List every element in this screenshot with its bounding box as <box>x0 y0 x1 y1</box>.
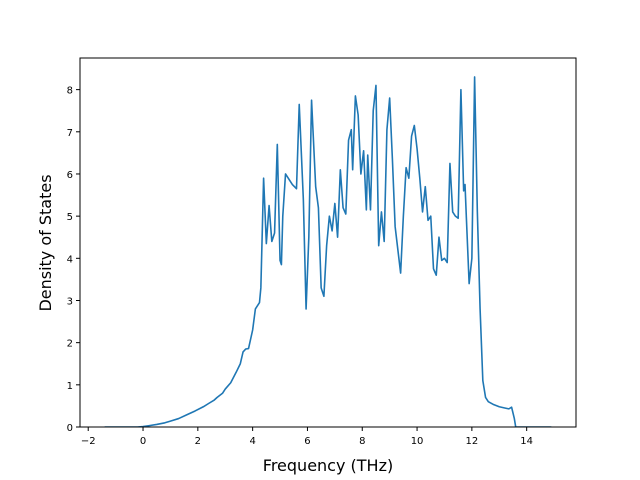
x-tick-label: 2 <box>195 436 201 447</box>
y-tick-label: 3 <box>67 296 73 307</box>
y-tick-label: 6 <box>67 170 73 181</box>
y-tick-label: 1 <box>67 381 73 392</box>
y-tick-label: 8 <box>67 86 73 97</box>
y-axis-label: Density of States <box>36 174 55 311</box>
x-tick-label: 4 <box>249 436 255 447</box>
y-tick-label: 2 <box>67 339 73 350</box>
x-tick-label: 10 <box>411 436 424 447</box>
y-tick-label: 7 <box>67 128 73 139</box>
x-tick-label: 6 <box>304 436 310 447</box>
x-tick-label: 12 <box>466 436 479 447</box>
series-line-0 <box>104 76 552 427</box>
x-tick-label: −2 <box>81 436 96 447</box>
x-tick-label: 14 <box>520 436 533 447</box>
y-tick-label: 5 <box>67 212 73 223</box>
plot-layer <box>104 76 552 427</box>
x-axis-label: Frequency (THz) <box>263 456 393 475</box>
x-tick-label: 8 <box>359 436 365 447</box>
x-tick-label: 0 <box>140 436 146 447</box>
y-tick-label: 0 <box>67 423 73 434</box>
y-tick-label: 4 <box>67 254 73 265</box>
axes-frame <box>79 57 577 428</box>
